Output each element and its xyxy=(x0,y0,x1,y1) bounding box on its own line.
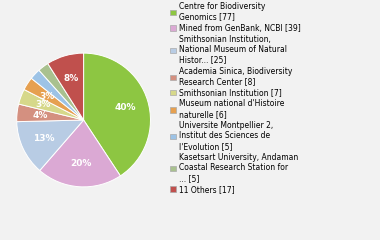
Wedge shape xyxy=(31,70,84,120)
Text: 8%: 8% xyxy=(64,74,79,83)
Wedge shape xyxy=(24,78,84,120)
Wedge shape xyxy=(17,104,84,122)
Wedge shape xyxy=(48,53,84,120)
Wedge shape xyxy=(39,64,84,120)
Text: 4%: 4% xyxy=(33,111,48,120)
Wedge shape xyxy=(19,90,84,120)
Wedge shape xyxy=(40,120,120,187)
Text: 3%: 3% xyxy=(35,100,51,109)
Wedge shape xyxy=(17,120,84,170)
Legend: Centre for Biodiversity
Genomics [77], Mined from GenBank, NCBI [39], Smithsonia: Centre for Biodiversity Genomics [77], M… xyxy=(167,0,304,197)
Wedge shape xyxy=(84,53,150,176)
Text: 13%: 13% xyxy=(33,134,55,143)
Text: 3%: 3% xyxy=(40,92,55,101)
Text: 20%: 20% xyxy=(70,159,92,168)
Text: 40%: 40% xyxy=(114,103,136,112)
